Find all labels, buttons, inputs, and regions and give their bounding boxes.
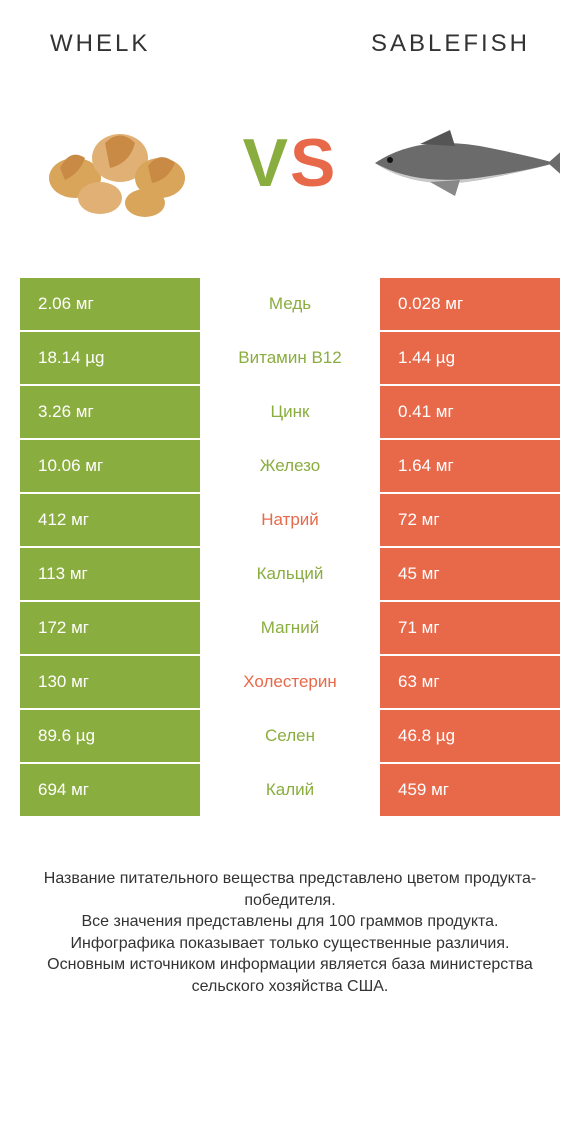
footer-line: Название питательного вещества представл… (30, 868, 550, 911)
table-row: 130 мгХолестерин63 мг (20, 656, 560, 710)
table-row: 412 мгНатрий72 мг (20, 494, 560, 548)
header: WHELK SABLEFISH (0, 0, 580, 68)
left-product-image (20, 88, 220, 238)
table-row: 694 мгКалий459 мг (20, 764, 560, 818)
left-value-cell: 10.06 мг (20, 440, 200, 492)
right-value-cell: 1.44 µg (380, 332, 560, 384)
left-value-cell: 130 мг (20, 656, 200, 708)
right-value-cell: 46.8 µg (380, 710, 560, 762)
left-value-cell: 172 мг (20, 602, 200, 654)
nutrient-name: Магний (200, 602, 380, 654)
left-value-cell: 18.14 µg (20, 332, 200, 384)
table-row: 172 мгМагний71 мг (20, 602, 560, 656)
table-row: 2.06 мгМедь0.028 мг (20, 278, 560, 332)
nutrient-name: Витамин B12 (200, 332, 380, 384)
nutrient-name: Холестерин (200, 656, 380, 708)
nutrient-name: Натрий (200, 494, 380, 546)
fish-icon (360, 118, 560, 208)
table-row: 3.26 мгЦинк0.41 мг (20, 386, 560, 440)
nutrient-name: Кальций (200, 548, 380, 600)
right-value-cell: 72 мг (380, 494, 560, 546)
right-value-cell: 71 мг (380, 602, 560, 654)
left-value-cell: 412 мг (20, 494, 200, 546)
table-row: 10.06 мгЖелезо1.64 мг (20, 440, 560, 494)
table-row: 18.14 µgВитамин B121.44 µg (20, 332, 560, 386)
left-product-title: WHELK (50, 30, 150, 58)
left-value-cell: 694 мг (20, 764, 200, 816)
footer-line: Основным источником информации является … (30, 954, 550, 997)
left-value-cell: 89.6 µg (20, 710, 200, 762)
right-value-cell: 1.64 мг (380, 440, 560, 492)
right-value-cell: 63 мг (380, 656, 560, 708)
right-value-cell: 45 мг (380, 548, 560, 600)
vs-label: VS (243, 124, 338, 202)
table-row: 113 мгКальций45 мг (20, 548, 560, 602)
vs-s: S (290, 124, 337, 202)
whelk-icon (30, 98, 210, 228)
table-row: 89.6 µgСелен46.8 µg (20, 710, 560, 764)
right-value-cell: 459 мг (380, 764, 560, 816)
images-row: VS (0, 68, 580, 268)
left-value-cell: 2.06 мг (20, 278, 200, 330)
nutrient-name: Калий (200, 764, 380, 816)
footer-line: Инфографика показывает только существенн… (30, 933, 550, 955)
footer-notes: Название питательного вещества представл… (30, 868, 550, 998)
right-product-title: SABLEFISH (371, 30, 530, 58)
left-value-cell: 3.26 мг (20, 386, 200, 438)
nutrient-name: Селен (200, 710, 380, 762)
left-value-cell: 113 мг (20, 548, 200, 600)
right-product-image (360, 88, 560, 238)
footer-line: Все значения представлены для 100 граммо… (30, 911, 550, 933)
vs-v: V (243, 124, 290, 202)
nutrient-name: Железо (200, 440, 380, 492)
right-value-cell: 0.41 мг (380, 386, 560, 438)
nutrient-name: Медь (200, 278, 380, 330)
right-value-cell: 0.028 мг (380, 278, 560, 330)
comparison-table: 2.06 мгМедь0.028 мг18.14 µgВитамин B121.… (20, 278, 560, 818)
nutrient-name: Цинк (200, 386, 380, 438)
